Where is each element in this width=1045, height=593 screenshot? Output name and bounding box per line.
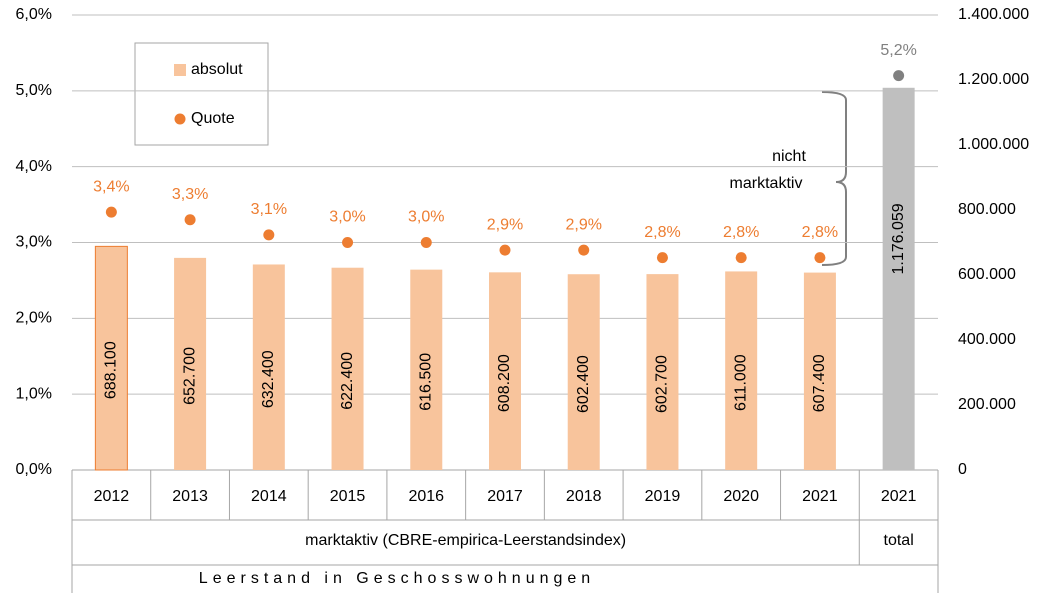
legend-swatch (174, 64, 186, 76)
dot-value-label: 2,8% (802, 224, 838, 241)
bar-value-label: 616.500 (417, 353, 434, 411)
dot-value-label: 2,8% (644, 224, 680, 241)
x-tick-label: 2017 (487, 488, 523, 505)
bar-value-label: 602.400 (575, 355, 592, 413)
y-tick-label: 200.000 (958, 396, 1016, 413)
dot-value-label: 3,3% (172, 186, 208, 203)
dot-value-label: 2,8% (723, 224, 759, 241)
bar (410, 269, 443, 470)
legend-swatch (174, 113, 186, 125)
dot (656, 252, 668, 264)
bar (803, 272, 836, 470)
dot (342, 237, 354, 248)
bar (174, 257, 207, 470)
legend-label: Quote (191, 110, 235, 127)
dot (578, 244, 590, 256)
y-tick-label: 1.000.000 (958, 136, 1029, 153)
bar-value-label: 632.400 (260, 350, 277, 408)
group-label: marktaktiv (CBRE-empirica-Leerstandsinde… (305, 532, 626, 549)
x-tick-label: 2019 (645, 488, 681, 505)
x-tick-label: 2018 (566, 488, 602, 505)
x-tick-label: 2014 (251, 488, 287, 505)
x-tick-label: 2021 (802, 488, 838, 505)
y-tick-label: 400.000 (958, 331, 1016, 348)
y-tick-label: 1,0% (16, 385, 52, 402)
x-tick-label: 2012 (94, 488, 130, 505)
dot-value-label: 2,9% (565, 216, 601, 233)
dot (105, 206, 117, 218)
legend-box (134, 42, 269, 146)
y-tick-label: 5,0% (16, 82, 52, 99)
bar (94, 245, 128, 471)
bar (882, 87, 915, 470)
dot-value-label: 3,0% (408, 209, 444, 226)
bar (646, 274, 679, 470)
y-tick-label: 1.400.000 (958, 6, 1029, 23)
x-tick-label: 2020 (723, 488, 759, 505)
y-tick-label: 0 (958, 461, 967, 478)
x-tick-label: 2021 (881, 488, 917, 505)
x-tick-label: 2013 (172, 488, 208, 505)
dot (420, 237, 432, 248)
y-tick-label: 0,0% (16, 461, 52, 478)
x-tick-label: 2016 (408, 488, 444, 505)
dot (184, 214, 196, 226)
y-tick-label: 600.000 (958, 266, 1016, 283)
bar (331, 267, 364, 470)
bar-value-label: 611.000 (732, 354, 749, 411)
dot (263, 229, 275, 241)
bar-value-label: 652.700 (181, 347, 198, 405)
y-tick-label: 3,0% (16, 234, 52, 251)
dot (499, 244, 511, 256)
bar-value-label: 622.400 (339, 352, 356, 410)
bar-value-label: 688.100 (103, 341, 120, 399)
bar (725, 271, 758, 470)
annotation: marktaktiv (730, 175, 803, 192)
bar-value-label: 602.700 (654, 355, 671, 413)
bar-value-label: 608.200 (496, 354, 513, 412)
y-tick-label: 6,0% (16, 6, 52, 23)
y-tick-label: 800.000 (958, 201, 1016, 218)
dot (893, 70, 905, 82)
dot-value-label: 3,4% (93, 178, 129, 195)
bar-value-label: 1.176.059 (890, 203, 907, 274)
y-tick-label: 2,0% (16, 310, 52, 327)
y-tick-label: 1.200.000 (958, 71, 1029, 88)
bar (252, 264, 285, 470)
legend-label: absolut (191, 61, 243, 78)
x-axis-title: Leerstand in Geschosswohnungen (199, 570, 595, 587)
brace (821, 91, 847, 266)
bar (567, 274, 600, 470)
bar-value-label: 607.400 (811, 354, 828, 412)
dot-value-label: 3,0% (329, 209, 365, 226)
dot (814, 252, 826, 264)
dot (735, 252, 747, 264)
x-tick-label: 2015 (330, 488, 366, 505)
dot-value-label: 2,9% (487, 216, 523, 233)
bar (489, 272, 521, 470)
dot-value-label: 3,1% (251, 201, 287, 218)
dot-value-label: 5,2% (880, 42, 916, 59)
group-label: total (884, 532, 914, 549)
annotation: nicht (772, 148, 806, 165)
y-tick-label: 4,0% (16, 158, 52, 175)
